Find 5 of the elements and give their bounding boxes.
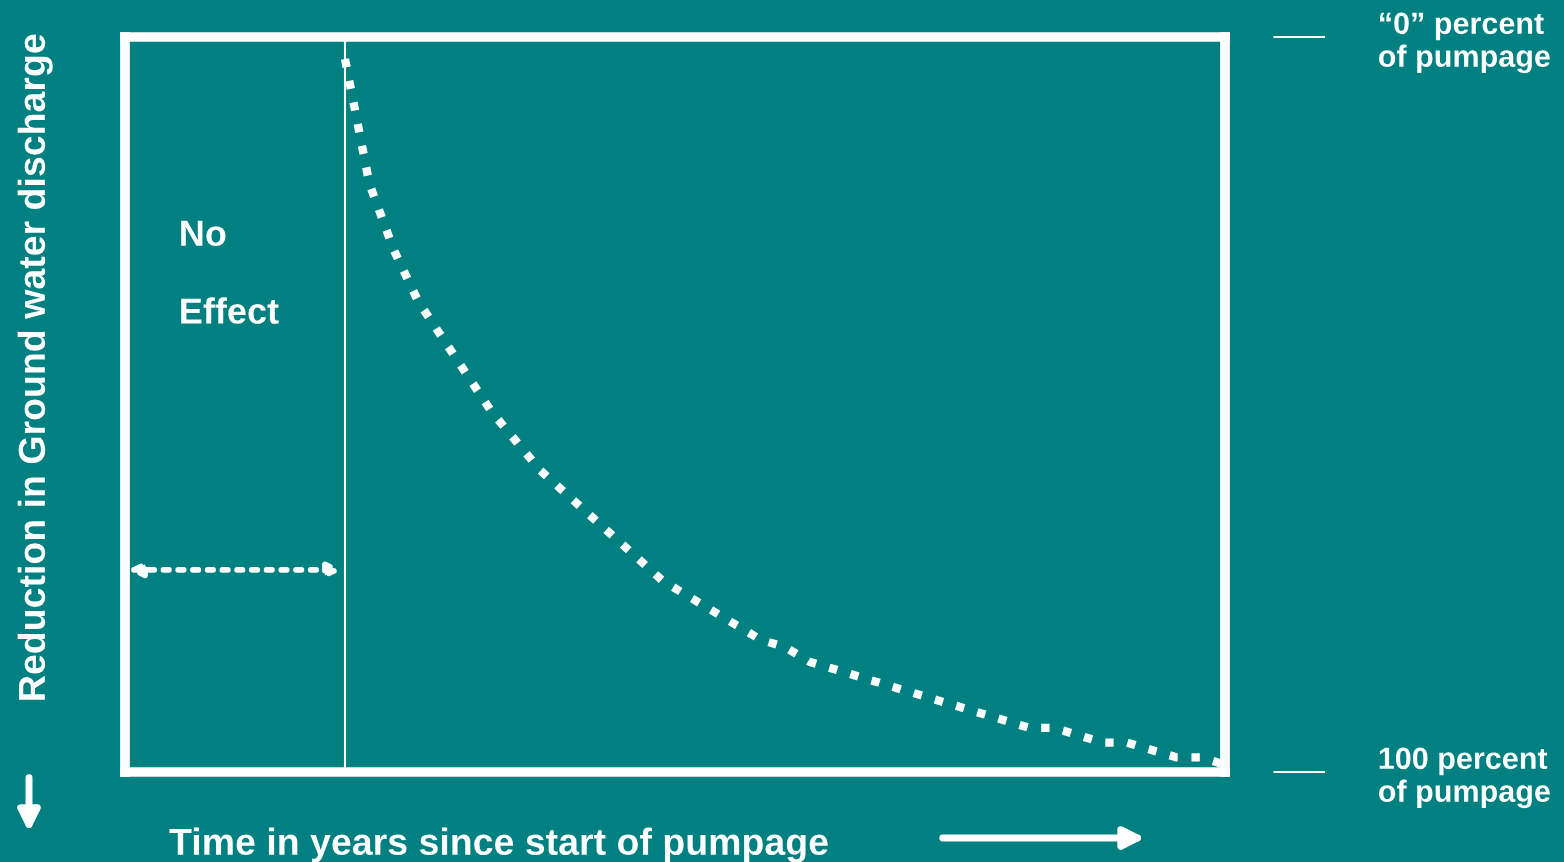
y-axis-title: Reduction in Ground water discharge xyxy=(17,34,53,700)
x-axis-title: Time in years since start of pumpage xyxy=(169,827,828,862)
y-tick-label: 100 percent of pumpage xyxy=(1378,747,1550,809)
text: No Effect xyxy=(181,220,279,324)
y-tick-label: “0” percent of pumpage xyxy=(1378,12,1550,74)
